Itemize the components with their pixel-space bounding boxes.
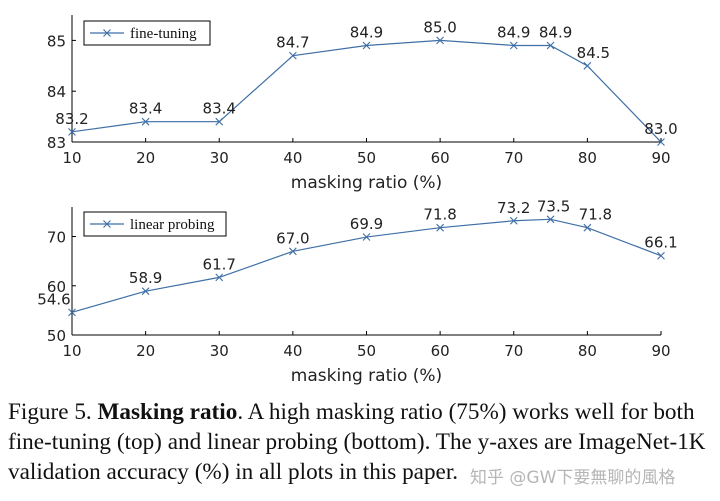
data-label: 67.0 xyxy=(276,229,309,247)
data-label: 83.4 xyxy=(203,100,236,118)
data-label: 83.2 xyxy=(55,110,88,128)
data-label: 84.9 xyxy=(350,23,383,41)
data-point-marker xyxy=(288,51,297,60)
legend-marker xyxy=(103,220,111,228)
data-point-marker xyxy=(436,223,445,232)
data-label: 85.0 xyxy=(423,18,456,36)
data-label: 54.6 xyxy=(37,290,70,308)
x-tick-label: 30 xyxy=(210,149,229,167)
data-label: 84.9 xyxy=(539,23,572,41)
data-label: 83.4 xyxy=(129,100,162,118)
x-tick-label: 80 xyxy=(578,342,597,360)
x-tick-label: 50 xyxy=(357,342,376,360)
data-point-marker xyxy=(215,273,224,282)
y-tick-label: 84 xyxy=(47,83,66,101)
legend-marker xyxy=(103,29,111,37)
data-label: 71.8 xyxy=(423,206,456,224)
x-tick-label: 50 xyxy=(357,149,376,167)
data-label: 73.2 xyxy=(497,199,530,217)
data-label: 58.9 xyxy=(129,269,162,287)
series-line xyxy=(71,39,662,143)
data-point-marker xyxy=(583,61,592,70)
x-tick-label: 80 xyxy=(578,149,597,167)
x-tick-label: 40 xyxy=(283,342,302,360)
data-point-marker xyxy=(68,127,76,136)
data-point-marker xyxy=(583,223,592,232)
legend-label: linear probing xyxy=(130,217,215,233)
data-label: 73.5 xyxy=(537,197,570,215)
x-tick-label: 30 xyxy=(210,342,229,360)
y-tick-label: 50 xyxy=(47,327,66,345)
data-point-marker xyxy=(141,117,150,126)
x-axis-label: masking ratio (%) xyxy=(291,366,442,386)
x-tick-label: 70 xyxy=(504,149,523,167)
data-point-marker xyxy=(362,233,371,241)
y-tick-label: 85 xyxy=(47,32,66,50)
data-point-marker xyxy=(546,215,555,224)
data-point-marker xyxy=(509,41,518,50)
data-label: 69.9 xyxy=(350,215,383,233)
y-tick-label: 70 xyxy=(47,229,66,247)
figure-caption: Figure 5. Masking ratio. A high masking … xyxy=(8,397,720,487)
legend-label: fine-tuning xyxy=(130,26,197,42)
legend: linear probing xyxy=(83,211,227,237)
x-tick-label: 10 xyxy=(62,149,81,167)
data-point-marker xyxy=(288,247,297,256)
data-label: 84.7 xyxy=(276,34,309,52)
x-tick-label: 90 xyxy=(651,149,670,167)
data-point-marker xyxy=(68,308,76,317)
data-point-marker xyxy=(509,216,518,225)
data-point-marker xyxy=(657,251,665,260)
caption-prefix: Figure 5. xyxy=(8,399,98,425)
legend: fine-tuning xyxy=(83,20,211,46)
series-line xyxy=(71,218,662,313)
data-point-marker xyxy=(657,138,665,146)
x-tick-label: 20 xyxy=(136,342,155,360)
data-point-marker xyxy=(436,36,445,45)
x-tick-label: 60 xyxy=(431,342,450,360)
x-axis-label: masking ratio (%) xyxy=(291,173,442,193)
x-tick-label: 90 xyxy=(651,342,670,360)
data-label: 83.0 xyxy=(644,120,677,138)
data-label: 61.7 xyxy=(203,255,236,273)
data-label: 84.9 xyxy=(497,23,530,41)
data-point-marker xyxy=(546,41,555,50)
x-tick-label: 60 xyxy=(431,149,450,167)
x-tick-label: 70 xyxy=(504,342,523,360)
x-tick-label: 40 xyxy=(283,149,302,167)
y-tick-label: 60 xyxy=(47,278,66,296)
caption-title: Masking ratio xyxy=(97,399,238,425)
caption-body: . A high masking ratio (75%) works well … xyxy=(8,399,706,485)
linear-probing-chart: 10 20 30 40 50 60 70 80 90 50 60 70 masking ratio (%… xyxy=(37,197,677,386)
x-tick-label: 20 xyxy=(136,149,155,167)
data-point-marker xyxy=(215,117,224,126)
data-point-marker xyxy=(141,287,150,296)
data-label: 71.8 xyxy=(579,206,612,224)
data-label: 66.1 xyxy=(644,234,677,252)
y-tick-label: 83 xyxy=(47,134,66,152)
fine-tuning-chart: 10 20 30 40 50 60 70 80 90 83 84 85 masking ratio (%… xyxy=(47,15,678,193)
data-label: 84.5 xyxy=(577,44,610,62)
figure: 10 20 30 40 50 60 70 80 90 83 84 85 masking ratio (%… xyxy=(37,15,678,386)
data-point-marker xyxy=(362,41,371,50)
watermark: 知乎 @GW下要無聊的風格 xyxy=(470,468,676,488)
x-tick-label: 10 xyxy=(62,342,81,360)
